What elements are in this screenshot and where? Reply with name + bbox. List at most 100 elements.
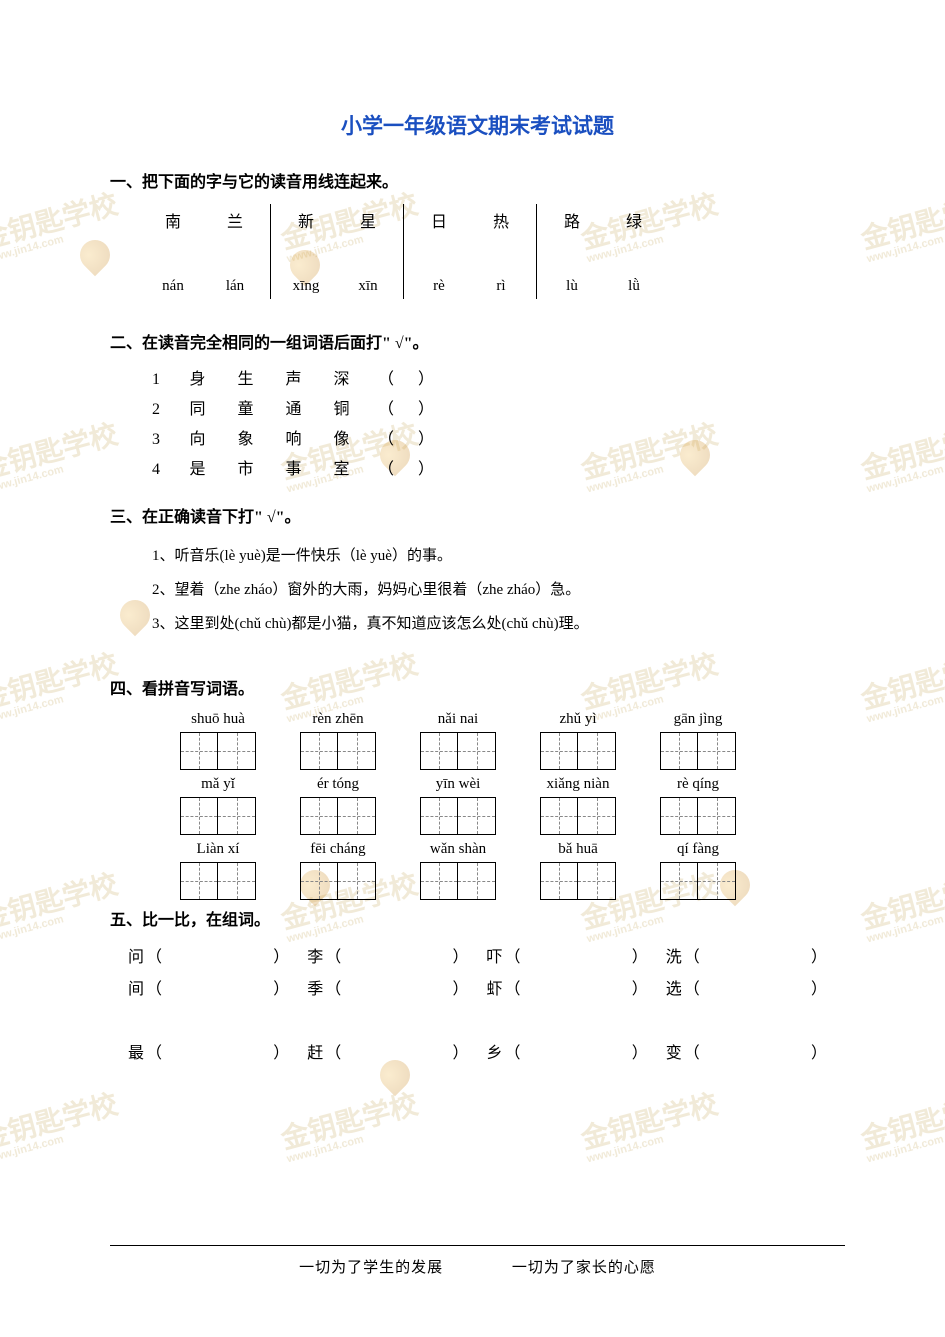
char: 绿 xyxy=(617,208,651,232)
q2-row: 2同童通铜（） xyxy=(152,395,845,425)
tian-box xyxy=(218,732,256,770)
pinyin-item: qí fàng xyxy=(660,841,736,900)
pinyin-item: fēi cháng xyxy=(300,841,376,900)
pinyin-item: yīn wèi xyxy=(420,776,496,835)
paren-blank xyxy=(144,1038,307,1070)
char: 新 xyxy=(289,208,323,232)
q5-cell: 选 xyxy=(666,974,845,1006)
char: 南 xyxy=(156,208,190,232)
section1-head: 一、把下面的字与它的读音用线连起来。 xyxy=(110,168,845,192)
tian-box xyxy=(300,862,338,900)
char: 路 xyxy=(555,208,589,232)
paren-blank xyxy=(682,942,845,974)
footer-right: 一切为了家长的心愿 xyxy=(512,1260,656,1276)
tian-box xyxy=(540,862,578,900)
section3-body: 1、听音乐(lè yuè)是一件快乐（lè yuè）的事。 2、望着（zhe z… xyxy=(152,539,845,641)
pinyin-item: rèn zhēn xyxy=(300,711,376,770)
paren-blank: （） xyxy=(378,431,458,448)
paren-blank xyxy=(682,1038,845,1070)
tian-box xyxy=(698,732,736,770)
tian-box xyxy=(660,797,698,835)
tian-box xyxy=(458,862,496,900)
pinyin: lǜ xyxy=(617,278,651,295)
q5-cell: 变 xyxy=(666,1038,845,1070)
page-content: 小学一年级语文期末考试试题 一、把下面的字与它的读音用线连起来。 南兰 nánl… xyxy=(0,0,945,1070)
section2-body: 1身生声深（） 2同童通铜（） 3向象响像（） 4是市事室（） xyxy=(152,365,845,485)
pinyin-item: ér tóng xyxy=(300,776,376,835)
char: 热 xyxy=(484,208,518,232)
pinyin: xīng xyxy=(289,278,323,295)
page-footer: 一切为了学生的发展 一切为了家长的心愿 xyxy=(110,1245,845,1277)
paren-blank xyxy=(503,974,666,1006)
paren-blank xyxy=(323,942,486,974)
tian-box xyxy=(458,797,496,835)
pinyin-item: zhǔ yì xyxy=(540,711,616,770)
pinyin-row: shuō huà rèn zhēn nǎi nai zhǔ yì gān jìn… xyxy=(180,711,845,770)
pinyin-item: wǎn shàn xyxy=(420,841,496,900)
tian-box xyxy=(180,732,218,770)
section2-head: 二、在读音完全相同的一组词语后面打" √"。 xyxy=(110,329,845,353)
q1-group: 新 星 xīng xīn xyxy=(271,204,404,299)
section5-body: 问 李 吓 洗 间 季 虾 选 最 赶 乡 变 xyxy=(128,942,845,1070)
tian-box xyxy=(218,797,256,835)
pinyin-row: mǎ yǐ ér tóng yīn wèi xiǎng niàn rè qíng xyxy=(180,776,845,835)
pinyin: rì xyxy=(484,278,518,295)
q2-row: 1身生声深（） xyxy=(152,365,845,395)
q2-row: 3向象响像（） xyxy=(152,425,845,455)
tian-box xyxy=(578,797,616,835)
paren-blank xyxy=(323,1038,486,1070)
tian-box xyxy=(578,862,616,900)
q5-cell: 问 xyxy=(128,942,307,974)
paren-blank xyxy=(144,942,307,974)
pinyin-item: Liàn xí xyxy=(180,841,256,900)
section3-head: 三、在正确读音下打" √"。 xyxy=(110,503,845,527)
q1-group: 路 绿 lù lǜ xyxy=(537,204,669,299)
tian-box xyxy=(540,797,578,835)
pinyin-row: Liàn xí fēi cháng wǎn shàn bǎ huā qí fàn… xyxy=(180,841,845,900)
q5-cell: 李 xyxy=(307,942,486,974)
tian-box xyxy=(458,732,496,770)
q3-line: 1、听音乐(lè yuè)是一件快乐（lè yuè）的事。 xyxy=(152,539,845,573)
pinyin-item: rè qíng xyxy=(660,776,736,835)
q5-cell: 吓 xyxy=(487,942,666,974)
pinyin: lù xyxy=(555,278,589,295)
tian-box xyxy=(180,862,218,900)
char: 星 xyxy=(351,208,385,232)
pinyin-item: xiǎng niàn xyxy=(540,776,616,835)
tian-box xyxy=(420,732,458,770)
q5-cell: 洗 xyxy=(666,942,845,974)
pinyin: nán xyxy=(156,278,190,295)
q1-group: 日 热 rè rì xyxy=(404,204,537,299)
paren-blank xyxy=(144,974,307,1006)
pinyin: rè xyxy=(422,278,456,295)
tian-box xyxy=(698,797,736,835)
q5-cell: 季 xyxy=(307,974,486,1006)
paren-blank xyxy=(682,974,845,1006)
tian-box xyxy=(698,862,736,900)
pinyin-item: shuō huà xyxy=(180,711,256,770)
q5-line: 问 李 吓 洗 xyxy=(128,942,845,974)
tian-box xyxy=(420,862,458,900)
pinyin: xīn xyxy=(351,278,385,295)
tian-box xyxy=(218,862,256,900)
section4-head: 四、看拼音写词语。 xyxy=(110,675,845,699)
tian-box xyxy=(338,732,376,770)
pinyin-item: nǎi nai xyxy=(420,711,496,770)
paren-blank xyxy=(323,974,486,1006)
q5-line: 间 季 虾 选 xyxy=(128,974,845,1006)
char: 日 xyxy=(422,208,456,232)
char: 兰 xyxy=(218,208,252,232)
pinyin-item: mǎ yǐ xyxy=(180,776,256,835)
tian-box xyxy=(338,797,376,835)
q3-line: 2、望着（zhe zháo）窗外的大雨，妈妈心里很着（zhe zháo）急。 xyxy=(152,573,845,607)
q1-group: 南兰 nánlán xyxy=(138,204,271,299)
section4-body: shuō huà rèn zhēn nǎi nai zhǔ yì gān jìn… xyxy=(180,711,845,900)
tian-box xyxy=(578,732,616,770)
q3-line: 3、这里到处(chǔ chù)都是小猫，真不知道应该怎么处(chǔ chù)理。 xyxy=(152,607,845,641)
paren-blank xyxy=(503,942,666,974)
pinyin-item: bǎ huā xyxy=(540,841,616,900)
paren-blank: （） xyxy=(378,401,458,418)
tian-box xyxy=(660,732,698,770)
q5-cell: 最 xyxy=(128,1038,307,1070)
q5-cell: 间 xyxy=(128,974,307,1006)
